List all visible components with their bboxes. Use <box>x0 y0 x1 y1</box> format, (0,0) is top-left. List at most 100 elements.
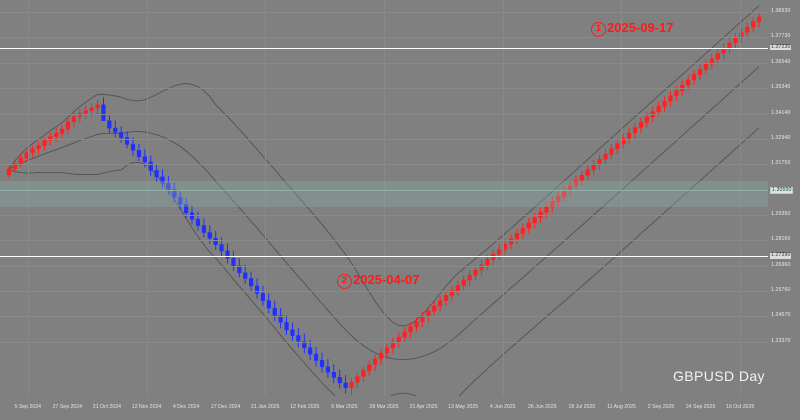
price-tick-label: 1.26960 <box>771 261 791 268</box>
candle-body <box>195 218 201 226</box>
candle-body <box>313 353 319 361</box>
candle-body <box>107 120 112 129</box>
candle-body <box>337 377 342 384</box>
candle-body <box>12 163 17 170</box>
time-tick-label: 27 Sep 2024 <box>52 404 83 410</box>
reference-price-line[interactable] <box>0 48 768 49</box>
price-tick-label: 1.25760 <box>771 286 791 293</box>
price-tick-label: 1.35340 <box>771 84 791 91</box>
time-tick-label: 4 Jun 2025 <box>489 404 516 410</box>
chart-plot-area[interactable] <box>0 0 768 396</box>
candle-body <box>18 157 23 164</box>
vertical-gridline <box>147 0 148 396</box>
candle-body <box>721 48 726 54</box>
candle-body <box>136 150 142 158</box>
candle-body <box>172 189 177 198</box>
price-tick-label: 1.31750 <box>771 160 791 167</box>
candle-body <box>562 190 567 197</box>
candle-body <box>237 265 242 274</box>
candle-body <box>302 341 307 349</box>
candle-body <box>674 90 679 96</box>
candle-body <box>219 244 224 252</box>
vertical-gridline <box>28 0 29 396</box>
time-tick-label: 2 Sep 2025 <box>647 404 675 410</box>
vertical-gridline <box>740 0 741 396</box>
candle-body <box>278 315 283 323</box>
time-tick-label: 28 Mar 2025 <box>369 404 399 410</box>
time-tick-label: 11 Aug 2025 <box>607 404 636 410</box>
candle-body <box>479 264 484 271</box>
candle-body <box>573 180 579 187</box>
time-tick-label: 16 Oct 2025 <box>726 404 755 410</box>
candle-body <box>260 293 266 301</box>
candle-body <box>632 127 638 134</box>
candle-body <box>243 272 248 279</box>
candle-series <box>6 12 762 395</box>
price-tick-label: 1.36540 <box>771 58 791 65</box>
candle-body <box>148 161 153 171</box>
candle-body <box>42 139 47 146</box>
candle-body <box>48 136 53 141</box>
time-tick-label: 13 May 2025 <box>448 404 479 410</box>
candle-body <box>644 116 649 123</box>
candle-body <box>331 372 336 378</box>
candle-body <box>384 347 390 354</box>
candle-body <box>715 53 720 60</box>
time-axis[interactable]: 5 Sep 2024 27 Sep 2024 21 Oct 2024 12 Nov 2… <box>0 396 800 420</box>
annotation-1: 1 2025-09-17 <box>591 20 674 37</box>
candle-body <box>615 143 620 149</box>
candle-body <box>207 232 212 239</box>
candle-body <box>662 100 667 107</box>
candle-body <box>520 228 525 234</box>
price-tick-label: 1.28160 <box>771 236 791 243</box>
candle-body <box>349 381 354 388</box>
candle-body <box>508 238 514 245</box>
candle-body <box>154 170 159 178</box>
candle-body <box>603 153 608 160</box>
candle-body <box>627 132 632 139</box>
candle-body <box>225 250 230 259</box>
candle-body <box>119 132 124 138</box>
candle-body <box>550 201 555 208</box>
symbol-timeframe-label: GBPUSD Day <box>673 368 765 384</box>
candle-body <box>668 95 673 102</box>
candle-body <box>319 360 325 368</box>
candle-body <box>751 21 756 28</box>
candle-body <box>709 58 714 65</box>
candle-body <box>160 176 165 184</box>
candle-body <box>455 285 460 291</box>
candle-body <box>71 116 77 123</box>
candle-body <box>201 225 206 233</box>
candle-body <box>101 104 106 121</box>
reference-price-line[interactable] <box>0 256 768 257</box>
candle-body <box>461 279 466 286</box>
price-tick-label: 1.23370 <box>771 337 791 344</box>
candle-body <box>638 122 644 128</box>
time-tick-label: 6 Mar 2025 <box>331 404 358 410</box>
reference-level-label: 1.37230 <box>770 44 792 51</box>
candle-body <box>449 290 455 296</box>
candle-body <box>65 121 71 130</box>
time-tick-label: 24 Sep 2025 <box>685 404 716 410</box>
candle-body <box>284 322 289 331</box>
candle-body <box>213 237 218 245</box>
price-axis[interactable]: 1.38930 1.37730 1.36540 1.35340 1.34140 1.329… <box>768 0 800 396</box>
candle-body <box>83 110 88 114</box>
candle-body <box>113 127 118 133</box>
candle-body <box>184 204 189 214</box>
price-tick-label: 1.34140 <box>771 109 791 116</box>
candle-body <box>367 364 372 371</box>
candle-body <box>6 168 12 175</box>
candle-body <box>526 222 531 229</box>
candle-body <box>443 295 449 301</box>
bollinger-lower-band <box>8 127 760 396</box>
candle-body <box>355 376 360 383</box>
candle-body <box>130 144 136 151</box>
annotation-label-2: 2025-04-07 <box>353 272 420 287</box>
candle-body <box>686 79 691 86</box>
candle-body <box>697 69 703 75</box>
candle-body <box>567 185 573 192</box>
candle-body <box>178 197 183 205</box>
current-price-line[interactable] <box>0 190 768 191</box>
